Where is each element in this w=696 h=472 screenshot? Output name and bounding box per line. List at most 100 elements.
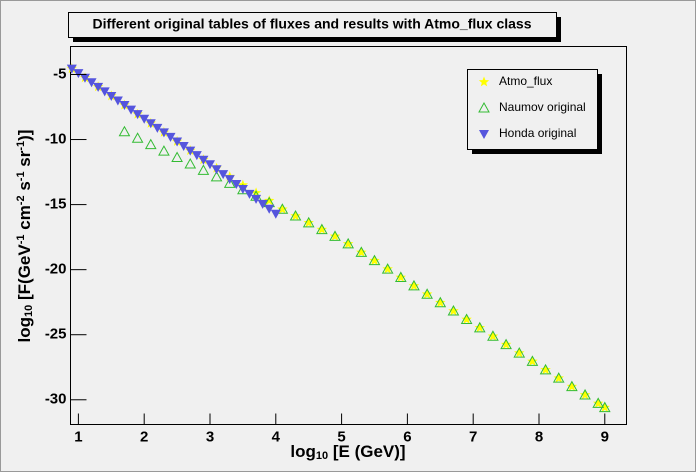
- point: [178, 142, 189, 152]
- point: [218, 170, 229, 180]
- point: [487, 330, 499, 341]
- point: [316, 224, 328, 234]
- point: [474, 322, 485, 333]
- y-tick-label: -30: [45, 391, 67, 408]
- point: [513, 347, 526, 358]
- point: [527, 355, 538, 366]
- point: [329, 230, 341, 241]
- point: [251, 194, 262, 204]
- point: [112, 96, 123, 106]
- x-tick-label: 9: [601, 428, 609, 445]
- point: [165, 132, 176, 142]
- point: [461, 314, 472, 324]
- xlabel-part: log: [290, 442, 316, 461]
- point: [394, 271, 407, 282]
- ylabel-part: -1: [15, 171, 27, 181]
- point: [369, 255, 380, 266]
- point: [539, 363, 552, 375]
- marks: [66, 63, 611, 413]
- x-tick-label: 5: [337, 428, 345, 445]
- point: [421, 288, 433, 299]
- point: [93, 82, 104, 92]
- point: [579, 389, 591, 400]
- point: [447, 305, 460, 316]
- ylabel-part: sr: [15, 150, 34, 171]
- xlabel-part: [E (GeV)]: [328, 442, 405, 461]
- point: [448, 305, 459, 316]
- point: [131, 132, 144, 143]
- point: [224, 175, 235, 185]
- point: [172, 137, 183, 147]
- point: [329, 230, 341, 241]
- y-tick-label: -10: [45, 131, 67, 148]
- x-tick-label: 6: [403, 428, 411, 445]
- point: [408, 279, 420, 291]
- x-tick-label: 1: [74, 428, 82, 445]
- point: [381, 263, 394, 274]
- point: [144, 138, 157, 150]
- point: [540, 364, 551, 375]
- point: [500, 339, 512, 350]
- chart-title: Different original tables of fluxes and …: [92, 16, 531, 32]
- point: [86, 78, 97, 88]
- y-tick-label: -5: [53, 65, 66, 82]
- point: [119, 101, 130, 111]
- point: [210, 170, 223, 182]
- point: [132, 110, 143, 120]
- y-tick-label: -25: [45, 326, 67, 343]
- ylabel-part: log: [15, 317, 34, 343]
- point: [257, 199, 268, 209]
- point: [435, 297, 446, 308]
- point: [244, 189, 255, 199]
- point: [185, 146, 196, 156]
- ylabel-part: 10: [23, 305, 35, 317]
- point: [566, 380, 578, 392]
- ylabel-part: [F(GeV: [15, 244, 34, 305]
- point: [277, 203, 288, 214]
- point: [231, 180, 242, 190]
- legend-label: Atmo_flux: [499, 74, 552, 88]
- point: [264, 195, 275, 206]
- legend-box: [467, 69, 598, 150]
- point: [184, 157, 197, 169]
- point: [250, 187, 262, 198]
- point: [500, 338, 512, 350]
- point: [487, 330, 499, 341]
- point: [566, 381, 578, 392]
- x-axis-label: log10 [E (GeV)]: [290, 442, 405, 462]
- point: [473, 321, 486, 333]
- point: [421, 288, 433, 299]
- title-box: [68, 12, 557, 38]
- x-tick-label: 4: [272, 428, 281, 445]
- point: [514, 347, 525, 358]
- xlabel-part: 10: [316, 450, 328, 462]
- point: [579, 388, 591, 400]
- point: [356, 246, 367, 257]
- point: [270, 209, 281, 219]
- ylabel-part: -2: [15, 195, 27, 205]
- point: [368, 254, 381, 266]
- point: [79, 73, 90, 83]
- point: [198, 155, 209, 165]
- y-axis-label: log10 [F(GeV-1 cm-2 s-1 sr-1)]: [15, 130, 35, 343]
- point: [99, 87, 110, 97]
- point: [73, 69, 84, 79]
- legend-label: Naumov original: [499, 100, 586, 114]
- point: [66, 64, 77, 74]
- point: [211, 165, 222, 175]
- point: [158, 145, 170, 156]
- point: [302, 216, 315, 228]
- ylabel-part: )]: [15, 130, 34, 141]
- y-tick-label: -20: [45, 261, 67, 278]
- x-tick-label: 3: [206, 428, 214, 445]
- point: [204, 160, 215, 170]
- point: [106, 91, 117, 101]
- point: [408, 280, 420, 291]
- point: [599, 402, 610, 412]
- point: [276, 203, 289, 214]
- legend-marker: [479, 130, 489, 139]
- point: [355, 246, 368, 257]
- point: [118, 125, 131, 137]
- point: [237, 184, 248, 194]
